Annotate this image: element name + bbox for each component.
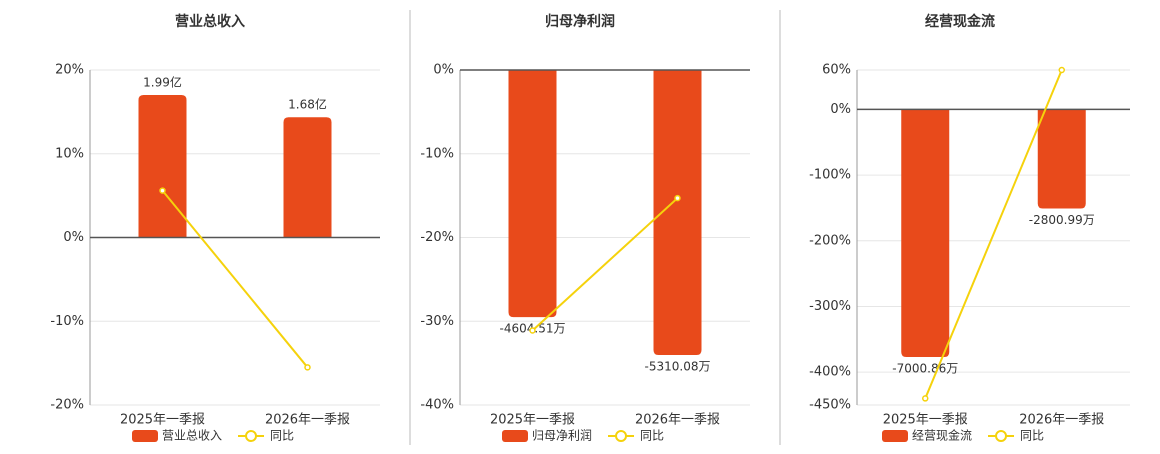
y-tick-label: -450% — [809, 398, 851, 413]
y-tick-label: -40% — [420, 398, 454, 413]
value-label: -5310.08万 — [645, 359, 711, 373]
x-tick-label: 2025年一季报 — [120, 413, 205, 428]
bar — [283, 117, 332, 238]
line-point — [674, 194, 681, 202]
bar — [138, 95, 187, 238]
line-series — [531, 197, 679, 332]
line-series — [161, 189, 309, 368]
line-series — [924, 69, 1063, 399]
y-tick-label: -20% — [420, 230, 454, 245]
bar — [1037, 109, 1086, 209]
line-point — [1058, 66, 1065, 74]
x-tick-label: 2026年一季报 — [635, 413, 720, 428]
bar — [508, 70, 557, 318]
legend-label: 同比 — [1020, 429, 1044, 443]
y-tick-label: 10% — [55, 146, 84, 161]
value-label: -2800.99万 — [1029, 213, 1095, 227]
y-tick-label: -100% — [809, 168, 851, 183]
x-tick-label: 2026年一季报 — [1019, 413, 1104, 428]
chart-title: 归母净利润 — [545, 13, 615, 30]
line-point — [159, 187, 166, 194]
y-tick-label: -400% — [809, 365, 851, 380]
y-tick-label: 0% — [433, 63, 454, 78]
legend-swatch — [132, 430, 158, 442]
legend-label: 营业总收入 — [162, 429, 222, 443]
y-tick-label: -200% — [809, 233, 851, 248]
legend-swatch — [245, 430, 258, 442]
legend-swatch — [882, 430, 908, 442]
y-tick-label: 0% — [830, 102, 851, 117]
x-tick-label: 2025年一季报 — [883, 413, 968, 428]
line-point — [304, 364, 311, 371]
chart-title: 经营现金流 — [925, 13, 995, 30]
legend-swatch — [502, 430, 528, 442]
y-tick-label: 20% — [55, 63, 84, 78]
bar — [653, 70, 702, 355]
value-label: 1.99亿 — [143, 75, 182, 90]
y-tick-label: -10% — [50, 314, 84, 329]
legend-label: 同比 — [640, 429, 664, 443]
x-tick-label: 2025年一季报 — [490, 413, 575, 428]
y-tick-label: -300% — [809, 299, 851, 314]
line-point — [529, 327, 536, 334]
legend-swatch — [995, 430, 1008, 442]
legend-swatch — [615, 430, 628, 442]
value-label: -7000.86万 — [892, 362, 958, 376]
y-tick-label: -10% — [420, 146, 454, 161]
legend-label: 同比 — [270, 429, 294, 443]
value-label: 1.68亿 — [288, 97, 327, 112]
y-tick-label: -20% — [50, 398, 84, 413]
line-point — [922, 395, 929, 402]
y-tick-label: 0% — [63, 230, 84, 245]
y-tick-label: -30% — [420, 314, 454, 329]
legend-label: 归母净利润 — [532, 429, 592, 443]
y-tick-label: 60% — [822, 63, 851, 78]
x-tick-label: 2026年一季报 — [265, 413, 350, 428]
bar — [901, 109, 950, 358]
legend-label: 经营现金流 — [912, 428, 972, 443]
chart-title: 营业总收入 — [175, 13, 245, 30]
